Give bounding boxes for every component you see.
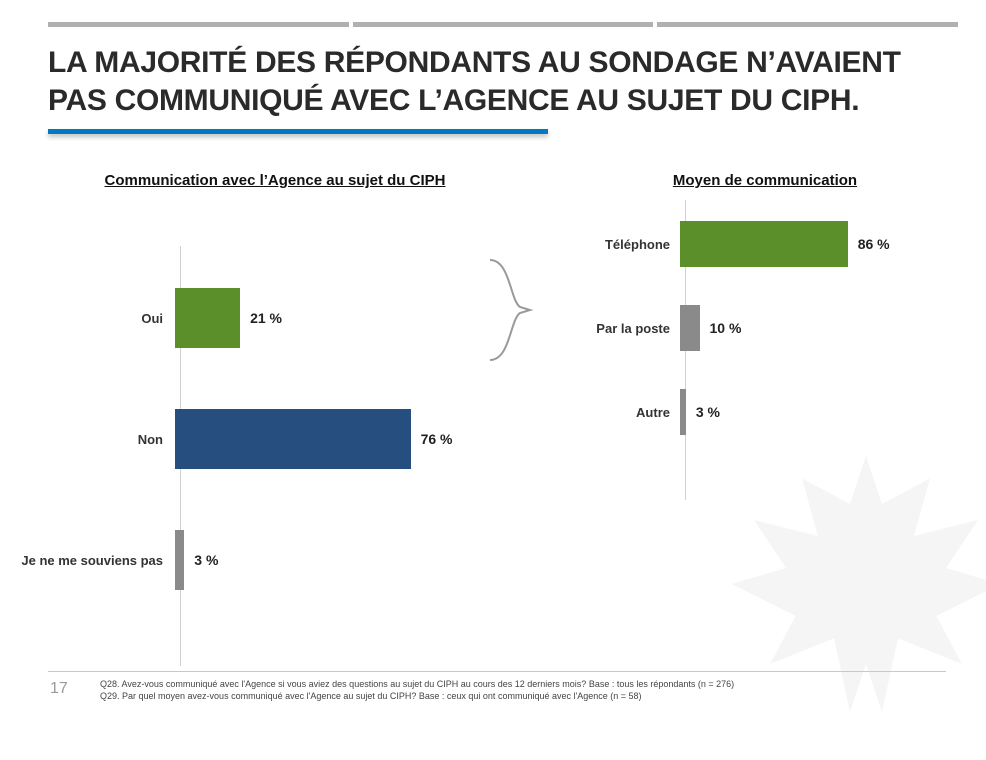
curly-brace-icon (480, 255, 540, 365)
bar-value-label: 76 % (421, 431, 453, 447)
bar-category-label: Non (0, 432, 175, 447)
chart-right-row: Par la poste 10 % (590, 304, 950, 352)
footer-line-2: Q29. Par quel moyen avez-vous communiqué… (100, 690, 946, 702)
bar-value-label: 3 % (696, 404, 720, 420)
chart-left-row: Non 76 % (0, 408, 510, 470)
footer-line-1: Q28. Avez-vous communiqué avec l'Agence … (100, 678, 946, 690)
bar-value-label: 3 % (194, 552, 218, 568)
bar-value-label: 86 % (858, 236, 890, 252)
chart-right: Téléphone 86 % Par la poste 10 % Autre 3 % (590, 200, 950, 500)
bar (680, 389, 686, 435)
bar-value-label: 21 % (250, 310, 282, 326)
bar-value-label: 10 % (710, 320, 742, 336)
bar (175, 409, 411, 469)
chart-left-title: Communication avec l’Agence au sujet du … (60, 172, 490, 189)
chart-left-row: Je ne me souviens pas 3 % (0, 529, 510, 591)
bar (680, 221, 848, 267)
page-title: LA MAJORITÉ DES RÉPONDANTS AU SONDAGE N’… (48, 44, 938, 119)
bar (175, 530, 184, 590)
chart-right-row: Autre 3 % (590, 388, 950, 436)
title-block: LA MAJORITÉ DES RÉPONDANTS AU SONDAGE N’… (48, 44, 938, 134)
footer-notes: Q28. Avez-vous communiqué avec l'Agence … (100, 678, 946, 702)
page-number: 17 (50, 680, 68, 698)
chart-right-row: Téléphone 86 % (590, 220, 950, 268)
footer-divider (48, 671, 946, 672)
bar-category-label: Je ne me souviens pas (0, 553, 175, 568)
bar-category-label: Par la poste (590, 321, 680, 336)
chart-right-title: Moyen de communication (640, 172, 890, 189)
accent-bars (48, 22, 958, 27)
bar (175, 288, 240, 348)
bar-category-label: Téléphone (590, 237, 680, 252)
title-underline (48, 129, 548, 134)
bar-category-label: Oui (0, 311, 175, 326)
bar-category-label: Autre (590, 405, 680, 420)
chart-left-row: Oui 21 % (0, 287, 510, 349)
bar (680, 305, 700, 351)
chart-left: Oui 21 % Non 76 % Je ne me souviens pas 3 % (0, 246, 510, 666)
